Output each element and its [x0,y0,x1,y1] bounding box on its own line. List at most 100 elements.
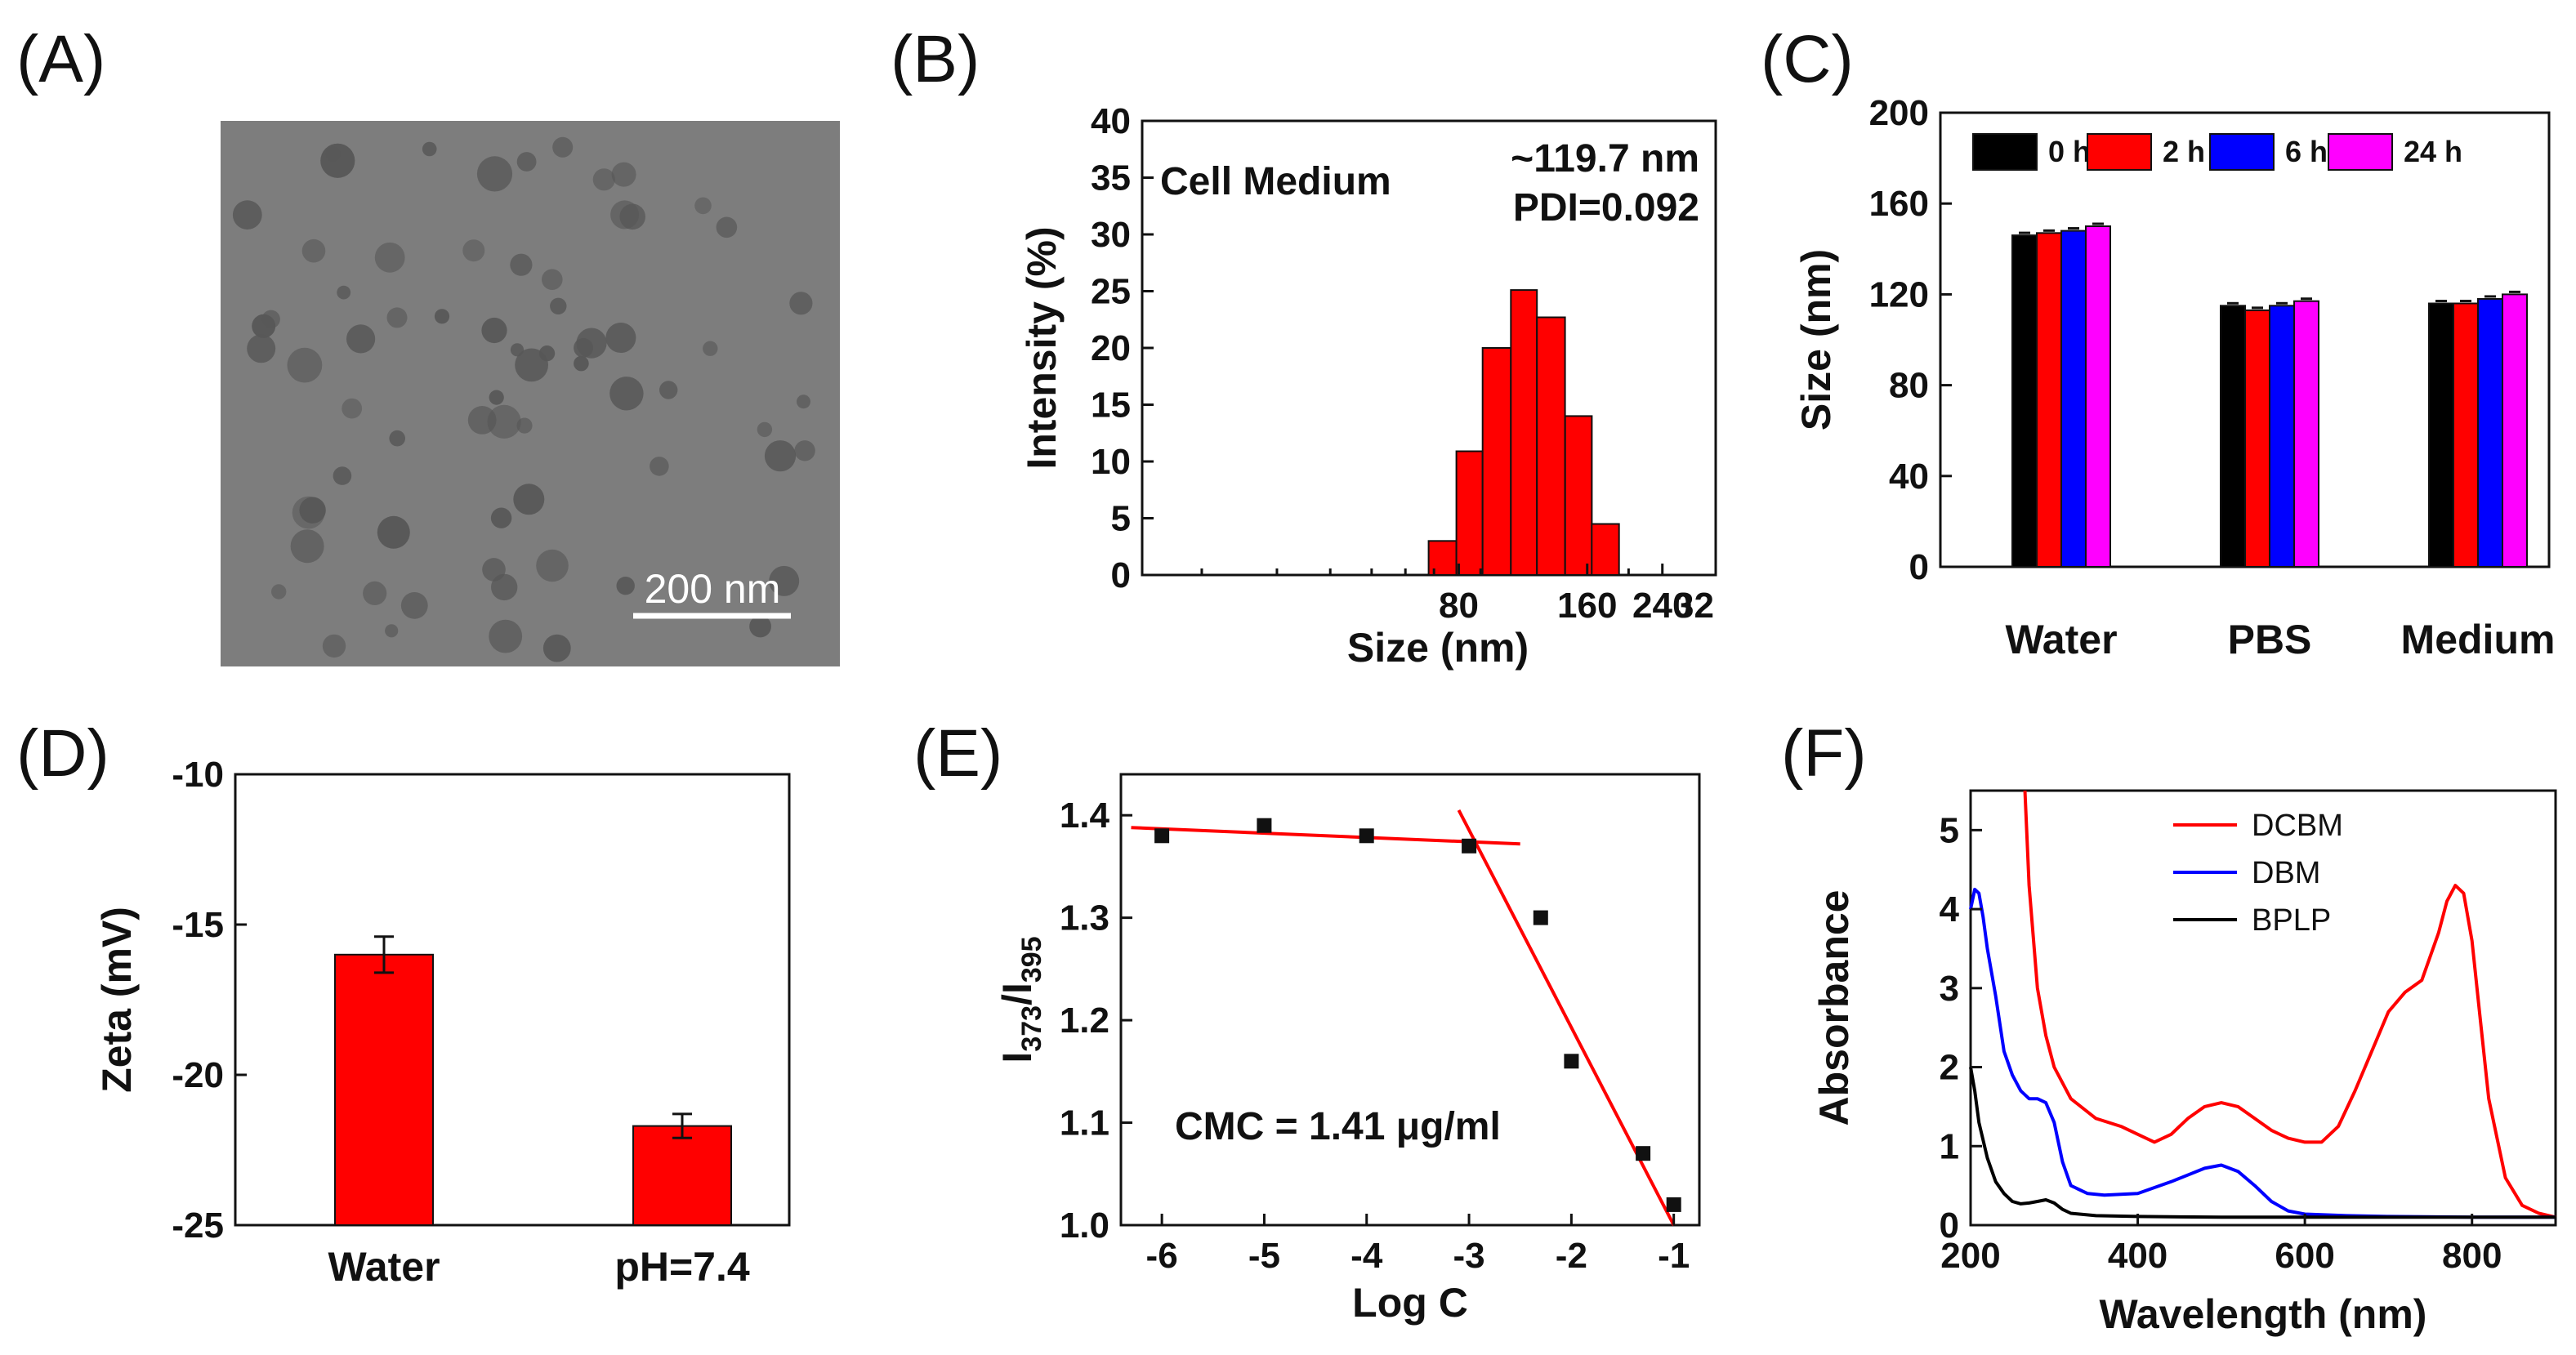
zeta-bar [632,1125,732,1226]
particle [757,421,773,438]
histogram-bar [1481,347,1512,576]
panel-d-label: (D) [16,716,109,791]
particle [252,314,276,338]
y-tick-label: 80 [1889,366,1929,406]
chart-c: 0 40 80 120 160 200 Water PBS Medium 0 h 2 h 6 h 2… [1793,93,2555,662]
chart-f: 0 1 2 3 4 5 200 400 600 800 DCBM DBM BPLP Waveleng… [1811,789,2557,1337]
histogram-bar [1510,289,1538,576]
particle [434,309,450,324]
particle [659,381,678,399]
data-point [1636,1146,1651,1161]
particle [616,577,635,595]
legend-label: 24 h [2404,135,2462,168]
micrograph-background [221,121,840,666]
data-point [1154,828,1170,844]
fit-line [1457,809,1676,1226]
chart-d-ylabel: Zeta (mV) [94,907,140,1093]
x-tick-label: 200 [1940,1236,2000,1276]
zeta-bar [334,953,434,1227]
particle [386,307,408,328]
bar-24h [2085,225,2111,568]
category-label: Water [2005,617,2117,662]
legend-label: BPLP [2252,903,2331,938]
chart-e-ylabel-mid: /I [994,983,1040,1005]
particle [609,377,644,411]
particle [764,440,797,472]
x-tick-label: 800 [2442,1236,2502,1276]
particle [422,141,437,157]
chart-d-categories: Water pH=7.4 [328,1244,749,1290]
particle [749,615,771,638]
bar-6h [2477,298,2503,568]
data-point [1462,838,1477,854]
fit-line [1131,826,1520,846]
chart-e-ylabel-i: I [994,1052,1040,1063]
chart-b-annotation-medium: Cell Medium [1160,160,1391,203]
x-tick-label: -4 [1351,1236,1383,1276]
particle [576,328,607,359]
chart-e-y-ticks: 1.0 1.1 1.2 1.3 1.4 [1060,796,1132,1246]
legend-swatch [1972,133,2038,171]
y-tick-label: 0 [1909,547,1929,587]
chart-b-y-ticks: 0 5 10 15 20 25 30 35 40 [1091,101,1154,595]
chart-c-ylabel: Size (nm) [1793,249,1839,430]
y-tick-label: 4 [1940,889,1960,929]
spectrum-dcbm [2023,790,2556,1219]
chart-c-bars [2011,222,2528,568]
particle [489,390,504,405]
y-tick-label: 120 [1869,274,1929,314]
particle [794,440,815,461]
bar-2h [2244,309,2270,568]
particle [374,242,405,273]
y-tick-label: 5 [1111,499,1131,539]
micrograph-particles [232,136,815,662]
x-tick-label: -6 [1146,1236,1178,1276]
spectrum-dbm [1969,887,2556,1219]
y-tick-label: 20 [1091,328,1131,368]
particle [325,146,341,162]
panel-a-micrograph: 200 nm [221,121,840,666]
y-tick-label: 15 [1091,386,1131,426]
particle [363,581,387,606]
y-tick-label: 5 [1940,810,1959,850]
particle [489,619,523,653]
legend-label: DBM [2252,856,2320,890]
legend-swatch [2209,133,2275,171]
panel-c-label: (C) [1761,22,1854,96]
chart-f-xlabel: Wavelength (nm) [2100,1291,2427,1337]
chart-f-frame [1969,789,2557,1227]
histogram-bar [1455,450,1484,576]
y-tick-label: 2 [1940,1048,1959,1088]
chart-b-xlabel: Size (nm) [1347,625,1529,671]
legend-label: 6 h [2285,135,2328,168]
particle [476,156,513,192]
histogram-bar [1536,316,1566,576]
data-point [1257,818,1272,833]
particle [389,430,406,447]
particle [491,573,518,601]
particle [462,239,485,262]
legend-label: 2 h [2163,135,2205,168]
chart-e-x-ticks: -6 -5 -4 -3 -2 -1 [1146,1214,1690,1276]
particle [611,162,636,187]
x-tick-label: 32 [1674,586,1714,626]
chart-e-xlabel: Log C [1352,1280,1468,1326]
particle [516,152,537,172]
chart-c-categories: Water PBS Medium [2005,617,2555,662]
particle [342,398,363,419]
x-tick-label: -2 [1556,1236,1587,1276]
chart-f-legend: DCBM DBM BPLP [2173,809,2343,938]
particle [287,347,323,383]
particle [703,341,718,356]
chart-b-bars [1427,289,1620,576]
particle [574,355,589,372]
legend-swatch [2087,133,2152,171]
y-tick-label: -15 [172,905,224,945]
y-tick-label: 35 [1091,158,1131,198]
y-tick-label: 1.4 [1060,796,1110,836]
y-tick-label: 1.3 [1060,898,1109,938]
chart-c-legend: 0 h 2 h 6 h 24 h [1972,133,2462,171]
particle [377,515,410,549]
bar-6h [2060,230,2087,568]
y-tick-label: 200 [1869,93,1929,133]
